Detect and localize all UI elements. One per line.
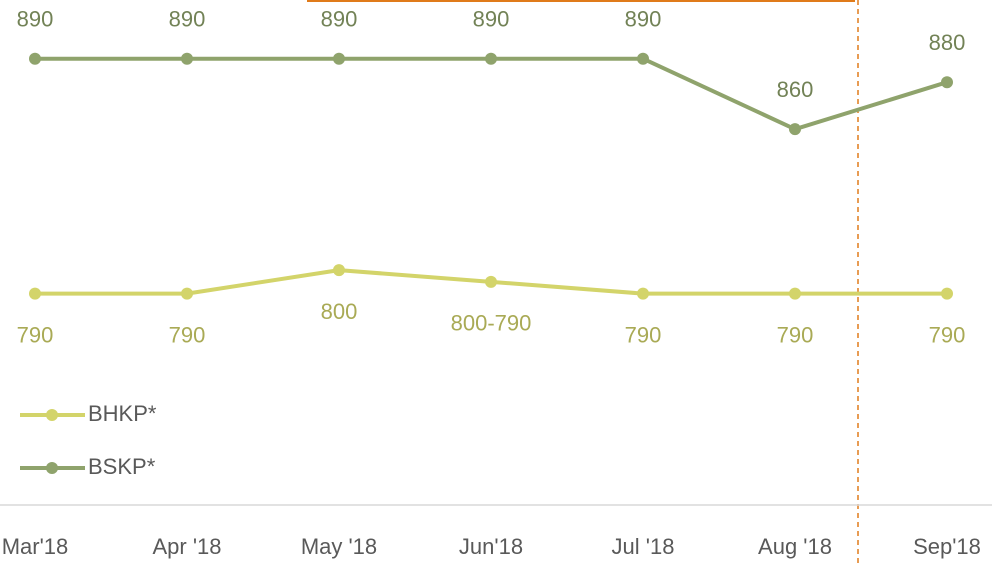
data-point [333, 264, 345, 277]
data-label: 800-790 [451, 311, 532, 336]
x-tick-label: Mar'18 [2, 534, 69, 559]
x-tick-label: May '18 [301, 534, 377, 559]
x-tick-label: Aug '18 [758, 534, 832, 559]
legend-label: BSKP* [88, 454, 156, 479]
data-point [29, 52, 41, 65]
x-tick-label: Jun'18 [459, 534, 523, 559]
data-point [333, 52, 345, 65]
legend-marker [46, 462, 58, 474]
data-label: 790 [625, 322, 662, 347]
data-point [181, 287, 193, 300]
x-tick-label: Apr '18 [152, 534, 221, 559]
data-label: 890 [321, 7, 358, 32]
data-label: 790 [777, 322, 814, 347]
data-label: 790 [929, 322, 966, 347]
data-point [181, 52, 193, 65]
data-point [941, 287, 953, 300]
data-point [485, 52, 497, 65]
data-point [941, 76, 953, 89]
data-label: 880 [929, 30, 966, 55]
x-tick-label: Sep'18 [913, 534, 981, 559]
data-point [789, 123, 801, 136]
data-point [29, 287, 41, 300]
data-point [789, 287, 801, 300]
data-label: 800 [321, 299, 358, 324]
x-tick-label: Jul '18 [612, 534, 675, 559]
data-label: 890 [169, 7, 206, 32]
data-label: 890 [625, 7, 662, 32]
legend-label: BHKP* [88, 401, 157, 426]
data-label: 790 [17, 322, 54, 347]
data-label: 890 [17, 7, 54, 32]
data-point [637, 52, 649, 65]
data-label: 790 [169, 322, 206, 347]
data-label: 860 [777, 77, 814, 102]
data-point [637, 287, 649, 300]
legend-marker [46, 409, 58, 421]
data-point [485, 275, 497, 288]
data-label: 890 [473, 7, 510, 32]
